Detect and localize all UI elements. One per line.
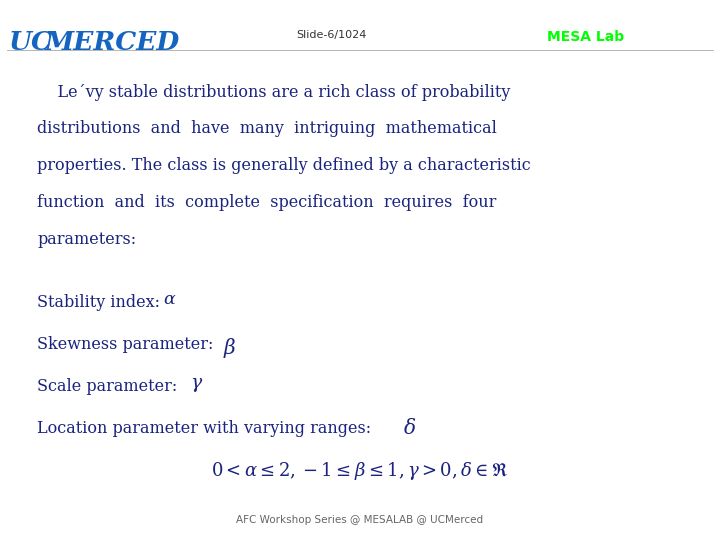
Text: Stability index:: Stability index: — [37, 294, 166, 311]
Text: Skewness parameter:: Skewness parameter: — [37, 336, 224, 353]
Text: $0 < \alpha \leq 2, -1 \leq \beta \leq 1, \gamma > 0, \delta \in \mathfrak{R}$: $0 < \alpha \leq 2, -1 \leq \beta \leq 1… — [211, 460, 509, 482]
Text: $\delta$: $\delta$ — [403, 418, 416, 438]
Text: Slide-6/1024: Slide-6/1024 — [296, 30, 366, 40]
Text: $\beta$: $\beta$ — [223, 336, 237, 360]
Text: AFC Workshop Series @ MESALAB @ UCMerced: AFC Workshop Series @ MESALAB @ UCMerced — [236, 515, 484, 525]
Text: UC: UC — [9, 30, 53, 55]
Text: function  and  its  complete  specification  requires  four: function and its complete specification … — [37, 194, 497, 211]
Text: parameters:: parameters: — [37, 231, 137, 247]
Text: MESA Lab: MESA Lab — [547, 30, 624, 44]
Text: Location parameter with varying ranges:: Location parameter with varying ranges: — [37, 420, 382, 437]
Text: MERCED: MERCED — [45, 30, 180, 55]
Text: $\alpha$: $\alpha$ — [163, 290, 177, 308]
Text: Le´vy stable distributions are a rich class of probability: Le´vy stable distributions are a rich cl… — [37, 84, 510, 100]
Text: distributions  and  have  many  intriguing  mathematical: distributions and have many intriguing m… — [37, 120, 498, 137]
Text: $\gamma$: $\gamma$ — [190, 375, 203, 394]
Text: properties. The class is generally defined by a characteristic: properties. The class is generally defin… — [37, 157, 531, 174]
Text: Scale parameter:: Scale parameter: — [37, 378, 193, 395]
